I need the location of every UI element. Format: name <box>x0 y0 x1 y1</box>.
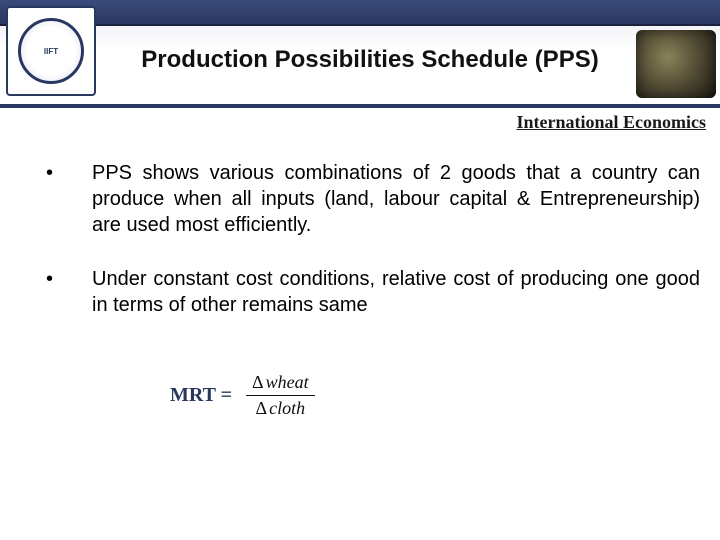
header-stripe <box>0 0 720 26</box>
formula-fraction: Δwheat Δcloth <box>246 372 315 419</box>
header-underline <box>0 104 720 108</box>
logo-left: IIFT <box>6 6 96 96</box>
formula-numerator: Δwheat <box>246 372 315 396</box>
bullet-text: PPS shows various combinations of 2 good… <box>92 160 700 238</box>
slide-title: Production Possibilities Schedule (PPS) <box>120 46 620 74</box>
formula: MRT = Δwheat Δcloth <box>170 372 315 419</box>
slide-subtitle: International Economics <box>516 112 706 133</box>
bullet-item: • Under constant cost conditions, relati… <box>46 266 700 318</box>
slide-header: IIFT Production Possibilities Schedule (… <box>0 0 720 100</box>
logo-left-text: IIFT <box>18 18 84 84</box>
globe-icon <box>636 30 716 98</box>
slide-content: • PPS shows various combinations of 2 go… <box>46 160 700 346</box>
bullet-mark: • <box>46 160 92 186</box>
formula-denominator: Δcloth <box>250 396 312 419</box>
bullet-item: • PPS shows various combinations of 2 go… <box>46 160 700 238</box>
bullet-mark: • <box>46 266 92 292</box>
bullet-text: Under constant cost conditions, relative… <box>92 266 700 318</box>
formula-lhs: MRT = <box>170 384 232 407</box>
